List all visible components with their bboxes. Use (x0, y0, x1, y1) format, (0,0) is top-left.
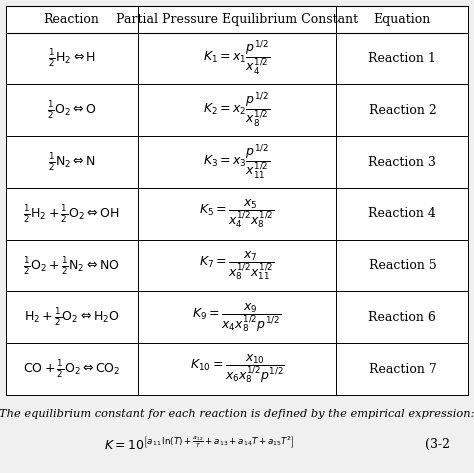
Text: $\frac{1}{2}\mathrm{O}_2 + \frac{1}{2}\mathrm{N}_2 \Leftrightarrow \mathrm{NO}$: $\frac{1}{2}\mathrm{O}_2 + \frac{1}{2}\m… (23, 254, 120, 277)
Text: $K = 10^{\left[a_{11}\,\mathrm{ln}(T)+\frac{a_{12}}{T}+a_{13}+a_{14}T+a_{15}T^2\: $K = 10^{\left[a_{11}\,\mathrm{ln}(T)+\f… (104, 436, 294, 453)
Text: $K_{10} = \dfrac{x_{10}}{x_6 x_8^{1/2} p^{1/2}}$: $K_{10} = \dfrac{x_{10}}{x_6 x_8^{1/2} p… (190, 353, 284, 385)
Text: $K_9 = \dfrac{x_9}{x_4 x_8^{1/2} p^{1/2}}$: $K_9 = \dfrac{x_9}{x_4 x_8^{1/2} p^{1/2}… (192, 301, 282, 333)
Text: $\frac{1}{2}\mathrm{H}_2 \Leftrightarrow \mathrm{H}$: $\frac{1}{2}\mathrm{H}_2 \Leftrightarrow… (47, 48, 96, 70)
Bar (0, 395, 474, 473)
Text: $K_7 = \dfrac{x_7}{x_8^{1/2}x_{11}^{1/2}}$: $K_7 = \dfrac{x_7}{x_8^{1/2}x_{11}^{1/2}… (199, 249, 275, 282)
Bar (6, 6, 468, 395)
Text: $K_5 = \dfrac{x_5}{x_4^{1/2}x_8^{1/2}}$: $K_5 = \dfrac{x_5}{x_4^{1/2}x_8^{1/2}}$ (199, 198, 275, 230)
Text: $\frac{1}{2}\mathrm{N}_2 \Leftrightarrow \mathrm{N}$: $\frac{1}{2}\mathrm{N}_2 \Leftrightarrow… (47, 151, 96, 173)
Text: Reaction: Reaction (44, 13, 100, 26)
Text: $\frac{1}{2}\mathrm{O}_2 \Leftrightarrow \mathrm{O}$: $\frac{1}{2}\mathrm{O}_2 \Leftrightarrow… (47, 99, 96, 121)
Text: Reaction 4: Reaction 4 (368, 207, 437, 220)
Text: The equilibrium constant for each reaction is defined by the empirical expressio: The equilibrium constant for each reacti… (0, 409, 474, 419)
Text: Partial Pressure Equilibrium Constant: Partial Pressure Equilibrium Constant (116, 13, 358, 26)
Text: Reaction 7: Reaction 7 (368, 363, 436, 376)
Text: Reaction 3: Reaction 3 (368, 156, 437, 168)
Text: Equation: Equation (374, 13, 431, 26)
Text: Reaction 1: Reaction 1 (368, 52, 437, 65)
Text: Reaction 2: Reaction 2 (368, 104, 436, 117)
Text: Reaction 5: Reaction 5 (368, 259, 436, 272)
Text: $\mathrm{CO} + \frac{1}{2}\mathrm{O}_2 \Leftrightarrow \mathrm{CO}_2$: $\mathrm{CO} + \frac{1}{2}\mathrm{O}_2 \… (23, 358, 120, 380)
Text: $K_1 = x_1\dfrac{p^{1/2}}{x_4^{1/2}}$: $K_1 = x_1\dfrac{p^{1/2}}{x_4^{1/2}}$ (203, 39, 271, 78)
Text: $\mathrm{H}_2 + \frac{1}{2}\mathrm{O}_2 \Leftrightarrow \mathrm{H}_2\mathrm{O}$: $\mathrm{H}_2 + \frac{1}{2}\mathrm{O}_2 … (24, 307, 119, 328)
Text: Reaction 6: Reaction 6 (368, 311, 437, 324)
Text: (3-2: (3-2 (425, 438, 450, 451)
Text: $\frac{1}{2}\mathrm{H}_2 + \frac{1}{2}\mathrm{O}_2 \Leftrightarrow \mathrm{OH}$: $\frac{1}{2}\mathrm{H}_2 + \frac{1}{2}\m… (24, 203, 120, 225)
Text: $K_3 = x_3\dfrac{p^{1/2}}{x_{11}^{1/2}}$: $K_3 = x_3\dfrac{p^{1/2}}{x_{11}^{1/2}}$ (203, 142, 271, 182)
Text: $K_2 = x_2\dfrac{p^{1/2}}{x_8^{1/2}}$: $K_2 = x_2\dfrac{p^{1/2}}{x_8^{1/2}}$ (203, 91, 271, 130)
